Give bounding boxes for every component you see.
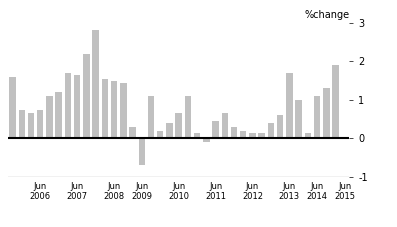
Bar [83, 54, 90, 138]
Bar [129, 127, 136, 138]
Bar [175, 113, 182, 138]
Text: %change: %change [304, 10, 349, 20]
Bar [65, 73, 71, 138]
Bar [46, 96, 53, 138]
Bar [139, 138, 145, 165]
Bar [323, 88, 330, 138]
Bar [314, 96, 320, 138]
Bar [222, 113, 228, 138]
Bar [166, 123, 173, 138]
Bar [37, 109, 43, 138]
Bar [102, 79, 108, 138]
Bar [249, 133, 256, 138]
Bar [19, 109, 25, 138]
Bar [74, 75, 80, 138]
Bar [295, 100, 302, 138]
Bar [56, 92, 62, 138]
Bar [157, 131, 164, 138]
Bar [194, 133, 200, 138]
Bar [277, 115, 283, 138]
Bar [231, 127, 237, 138]
Bar [268, 123, 274, 138]
Bar [148, 96, 154, 138]
Bar [258, 133, 265, 138]
Bar [240, 131, 247, 138]
Bar [212, 121, 219, 138]
Bar [304, 133, 311, 138]
Bar [93, 30, 99, 138]
Bar [203, 138, 210, 142]
Bar [28, 113, 34, 138]
Bar [332, 65, 339, 138]
Bar [185, 96, 191, 138]
Bar [9, 77, 16, 138]
Bar [120, 82, 127, 138]
Bar [286, 73, 293, 138]
Bar [111, 81, 117, 138]
